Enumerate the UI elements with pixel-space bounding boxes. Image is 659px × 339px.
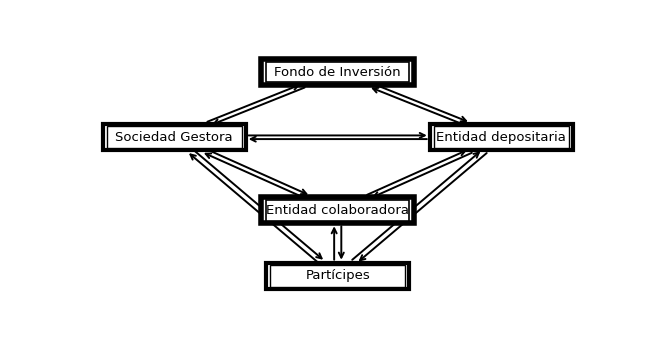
FancyBboxPatch shape [266,62,409,82]
FancyBboxPatch shape [266,262,409,289]
FancyBboxPatch shape [266,200,409,221]
Text: Partícipes: Partícipes [305,269,370,282]
FancyBboxPatch shape [107,126,242,148]
Text: Entidad depositaria: Entidad depositaria [436,131,566,144]
Text: Entidad colaboradora: Entidad colaboradora [266,204,409,217]
Text: Sociedad Gestora: Sociedad Gestora [115,131,233,144]
FancyBboxPatch shape [270,265,405,286]
FancyBboxPatch shape [434,126,569,148]
FancyBboxPatch shape [430,124,573,150]
FancyBboxPatch shape [103,124,246,150]
FancyBboxPatch shape [261,197,415,223]
Text: Fondo de Inversión: Fondo de Inversión [274,65,401,79]
FancyBboxPatch shape [261,59,415,85]
